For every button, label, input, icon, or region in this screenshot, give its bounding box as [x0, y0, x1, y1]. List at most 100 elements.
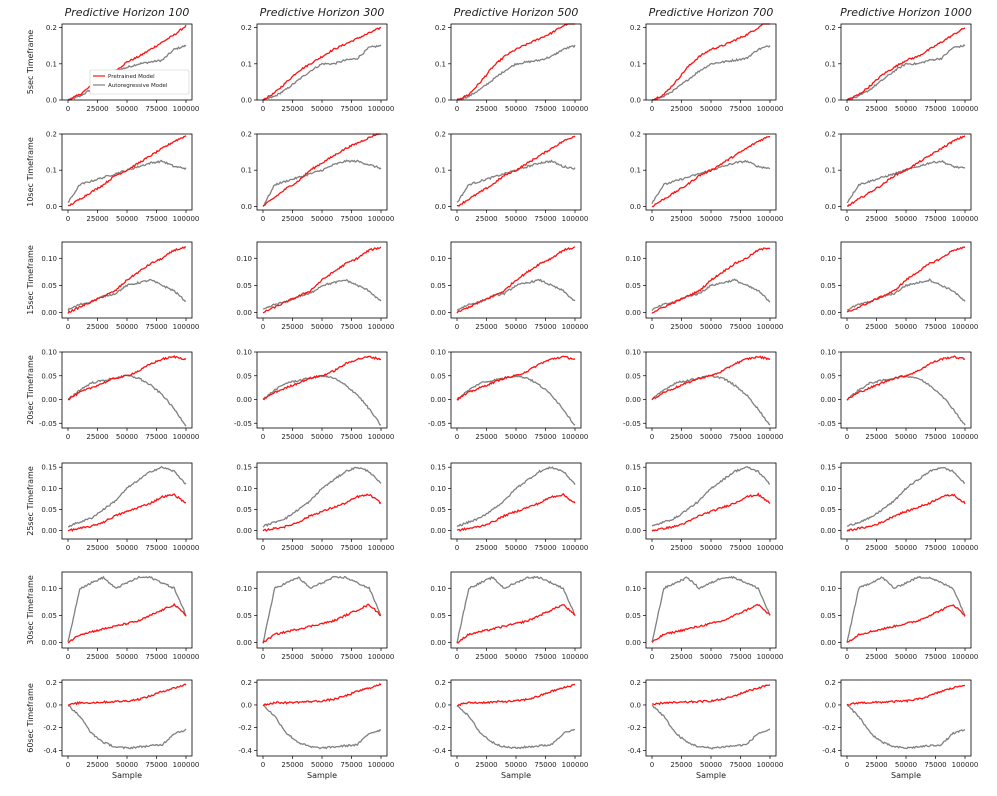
- series-line-pretrained: [262, 603, 382, 644]
- y-tick-label: 0.00: [430, 639, 446, 647]
- axes-frame: [450, 351, 582, 429]
- x-tick-label: 100000: [173, 105, 200, 113]
- y-tick-label: 0.00: [625, 527, 641, 535]
- x-tick-label: 100000: [757, 105, 784, 113]
- x-axis-label: Sample: [501, 771, 531, 780]
- x-tick-label: 0: [845, 215, 849, 223]
- x-tick-label: 25000: [865, 105, 887, 113]
- x-tick-label: 75000: [534, 761, 556, 769]
- x-tick-label: 75000: [145, 215, 167, 223]
- y-tick-label: 0.1: [825, 167, 836, 175]
- x-tick-label: 50000: [895, 433, 917, 441]
- x-tick-label: 0: [455, 433, 459, 441]
- y-tick-label: 0.05: [430, 282, 446, 290]
- series-line-autoregressive: [651, 704, 771, 750]
- x-tick-label: 50000: [311, 215, 333, 223]
- x-tick-label: 75000: [340, 433, 362, 441]
- x-tick-label: 100000: [562, 544, 589, 552]
- x-tick-label: 25000: [670, 761, 692, 769]
- x-tick-label: 25000: [670, 653, 692, 661]
- x-tick-label: 50000: [116, 323, 138, 331]
- series-line-autoregressive: [262, 575, 382, 643]
- axes-frame: [840, 351, 972, 429]
- y-tick-label: 0.00: [41, 309, 57, 317]
- x-tick-label: 75000: [534, 323, 556, 331]
- y-tick-label: 0.10: [625, 349, 641, 357]
- y-tick-label: 0.05: [820, 612, 836, 620]
- axes-frame: [645, 462, 777, 540]
- x-tick-label: 100000: [952, 653, 979, 661]
- x-tick-label: 25000: [865, 653, 887, 661]
- series-line-pretrained: [651, 603, 771, 643]
- y-tick-label: 0.0: [435, 97, 446, 105]
- column-title: Predictive Horizon 700: [649, 6, 774, 19]
- y-tick-label: 0.10: [625, 485, 641, 493]
- x-tick-label: 50000: [116, 653, 138, 661]
- x-tick-label: 100000: [952, 215, 979, 223]
- y-tick-label: 0.05: [41, 282, 57, 290]
- x-tick-label: 0: [650, 653, 654, 661]
- y-tick-label: 0.10: [41, 485, 57, 493]
- y-tick-label: 0.05: [820, 282, 836, 290]
- y-tick-label: 0.2: [46, 24, 57, 32]
- series-line-autoregressive: [651, 466, 771, 527]
- x-tick-label: 50000: [116, 105, 138, 113]
- y-tick-label: 0.10: [430, 585, 446, 593]
- row-label: 10sec Timeframe: [26, 137, 35, 207]
- series-line-autoregressive: [651, 45, 771, 101]
- x-tick-label: 50000: [116, 433, 138, 441]
- x-tick-label: 100000: [368, 433, 395, 441]
- y-tick-label: 0.15: [820, 464, 836, 472]
- x-tick-label: 25000: [86, 761, 108, 769]
- y-tick-label: 0.1: [46, 167, 57, 175]
- y-tick-label: 0.00: [236, 639, 252, 647]
- x-tick-label: 25000: [281, 215, 303, 223]
- series-line-pretrained: [651, 684, 771, 706]
- row-label: 5sec Timeframe: [26, 30, 35, 95]
- x-tick-label: 100000: [173, 323, 200, 331]
- x-tick-label: 25000: [86, 653, 108, 661]
- axes-frame: [61, 351, 193, 429]
- y-tick-label: 0.05: [430, 372, 446, 380]
- y-tick-label: 0.00: [625, 309, 641, 317]
- y-tick-label: -0.2: [238, 724, 252, 732]
- y-tick-label: 0.10: [820, 485, 836, 493]
- series-line-pretrained: [456, 683, 576, 707]
- x-tick-label: 75000: [534, 105, 556, 113]
- x-tick-label: 100000: [757, 215, 784, 223]
- series-line-autoregressive: [846, 44, 966, 101]
- x-tick-label: 0: [650, 323, 654, 331]
- series-line-pretrained: [846, 27, 966, 101]
- x-tick-label: 50000: [505, 215, 527, 223]
- x-tick-label: 25000: [281, 433, 303, 441]
- y-tick-label: -0.05: [428, 420, 446, 428]
- x-tick-label: 25000: [281, 323, 303, 331]
- series-line-autoregressive: [67, 704, 187, 750]
- x-tick-label: 100000: [173, 544, 200, 552]
- series-line-pretrained: [651, 247, 771, 314]
- axes-frame: [840, 679, 972, 757]
- series-line-autoregressive: [846, 466, 966, 527]
- x-tick-label: 0: [845, 761, 849, 769]
- y-tick-label: 0.05: [236, 282, 252, 290]
- x-tick-label: 0: [455, 761, 459, 769]
- series-line-autoregressive: [262, 44, 382, 101]
- x-tick-label: 0: [66, 215, 70, 223]
- x-tick-label: 50000: [311, 323, 333, 331]
- series-line-autoregressive: [262, 466, 382, 528]
- series-line-pretrained: [67, 246, 187, 314]
- y-tick-label: 0.10: [236, 255, 252, 263]
- y-tick-label: 0.10: [41, 585, 57, 593]
- column-title: Predictive Horizon 1000: [840, 6, 972, 19]
- x-tick-label: 75000: [534, 215, 556, 223]
- x-tick-label: 50000: [700, 323, 722, 331]
- x-tick-label: 25000: [865, 323, 887, 331]
- x-tick-label: 0: [845, 323, 849, 331]
- y-tick-label: 0.00: [430, 309, 446, 317]
- x-tick-label: 100000: [368, 544, 395, 552]
- y-tick-label: 0.0: [825, 97, 836, 105]
- y-tick-label: 0.0: [241, 701, 252, 709]
- x-tick-label: 25000: [281, 544, 303, 552]
- y-tick-label: 0.00: [41, 639, 57, 647]
- y-tick-label: 0.1: [241, 60, 252, 68]
